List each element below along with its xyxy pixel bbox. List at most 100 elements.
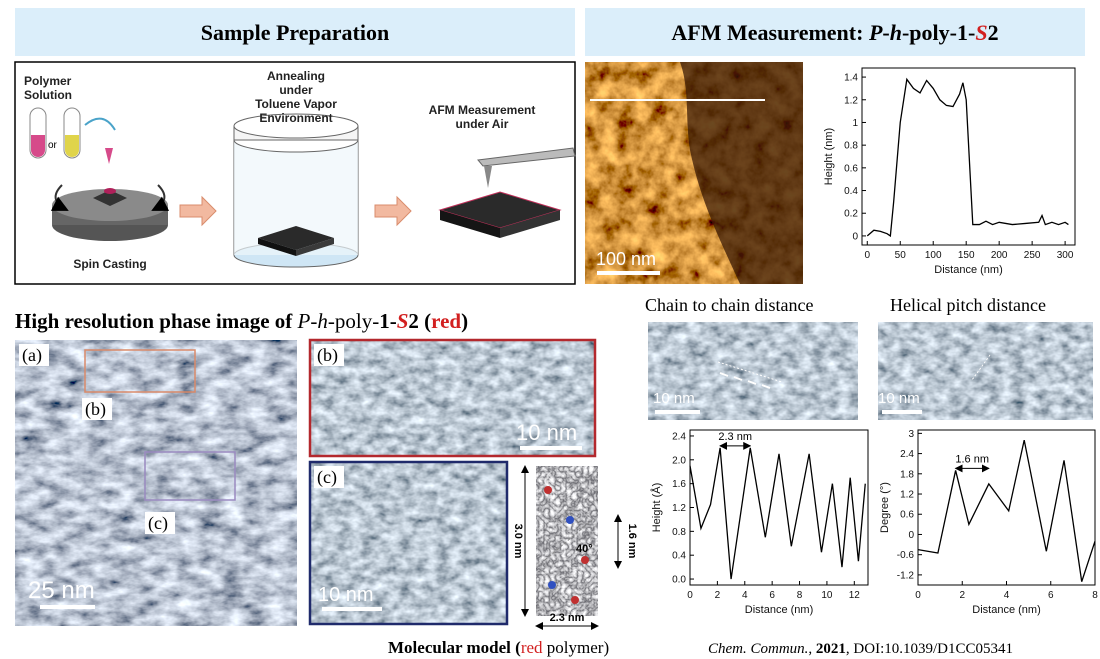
- page: {"sample_prep": {"title": "Sample Prepar…: [0, 0, 1100, 659]
- y-tick-label: 0.8: [672, 527, 686, 538]
- y-tick-label: 2.4: [900, 449, 914, 460]
- title-part: -poly-: [902, 20, 957, 45]
- y-tick-label: 1.8: [900, 469, 914, 480]
- y-tick-label: 2.4: [672, 431, 686, 442]
- title-part: 1: [379, 309, 390, 333]
- x-tick-label: 50: [895, 250, 907, 261]
- x-tick-label: 0: [864, 250, 870, 261]
- title-part: AFM Measurement:: [671, 20, 869, 45]
- scale-label: 100 nm: [596, 249, 656, 269]
- scale-label: 10 nm: [653, 390, 695, 407]
- x-tick-label: 2: [959, 590, 965, 601]
- y-axis-label: Height (nm): [823, 128, 835, 185]
- scale-label: 10 nm: [318, 584, 374, 606]
- title-part: -: [390, 309, 397, 333]
- molecular-model: [525, 466, 618, 626]
- header-title: AFM Measurement: P-h-poly-1-S2: [671, 20, 998, 45]
- section-title: Chain to chain distance: [645, 295, 813, 315]
- x-tick-label: 0: [915, 590, 921, 601]
- line-series: [867, 79, 1068, 236]
- x-tick-label: 10: [821, 590, 833, 601]
- annotation: 1.6 nm: [955, 453, 989, 465]
- y-tick-label: 0: [852, 231, 858, 242]
- line-series: [918, 440, 1095, 582]
- title-part: 2021: [816, 641, 846, 657]
- panel-label: (b): [317, 345, 338, 366]
- title-part: High resolution phase image of: [15, 309, 298, 333]
- x-tick-label: 6: [1048, 590, 1054, 601]
- x-tick-label: 8: [797, 590, 803, 601]
- x-tick-label: 6: [769, 590, 775, 601]
- x-tick-label: 2: [715, 590, 721, 601]
- x-tick-label: 200: [991, 250, 1008, 261]
- citation: Chem. Commun., 2021, DOI:10.1039/D1CC053…: [708, 641, 1013, 657]
- schematic-label: Annealing: [267, 69, 325, 83]
- panel-label: (b): [85, 399, 106, 420]
- schematic-label: Spin Casting: [73, 257, 146, 271]
- y-tick-label: 0.4: [672, 551, 686, 562]
- title-part: Molecular model (: [388, 638, 521, 657]
- scale-label: 25 nm: [28, 577, 95, 604]
- schematic-label: or: [48, 140, 58, 151]
- title-part: -: [310, 309, 317, 333]
- x-tick-label: 4: [742, 590, 748, 601]
- line-series: [690, 448, 865, 579]
- header-title: Sample Preparation: [201, 20, 389, 45]
- x-tick-label: 8: [1092, 590, 1098, 601]
- schematic-label: under Air: [456, 117, 509, 131]
- title-part: P: [297, 309, 311, 333]
- y-tick-label: 0.2: [844, 209, 858, 220]
- y-tick-label: 1.2: [844, 95, 858, 106]
- title-part: h: [317, 309, 328, 333]
- y-tick-label: -1.2: [897, 570, 915, 581]
- title-part: polymer): [543, 638, 610, 657]
- x-tick-label: 100: [925, 250, 942, 261]
- x-axis-label: Distance (nm): [745, 604, 813, 616]
- title-part: ): [461, 309, 468, 333]
- x-tick-label: 250: [1024, 250, 1041, 261]
- title-part: h: [890, 20, 902, 45]
- schematic-label: Environment: [259, 111, 332, 125]
- model-label: 3.0 nm: [512, 524, 524, 559]
- title-part: P: [868, 20, 883, 45]
- schematic-label: Solution: [24, 88, 72, 102]
- x-tick-label: 12: [849, 590, 861, 601]
- y-tick-label: 0.0: [672, 575, 686, 586]
- x-tick-label: 0: [687, 590, 693, 601]
- x-axis-label: Distance (nm): [972, 604, 1040, 616]
- y-axis-label: Degree (°): [879, 482, 891, 533]
- model-label: 1.6 nm: [626, 524, 638, 559]
- title-part: 2 (: [408, 309, 431, 333]
- caption: Molecular model (red polymer): [388, 638, 609, 657]
- title-part: , DOI:10.1039/D1CC05341: [846, 641, 1013, 657]
- y-tick-label: 1.6: [672, 479, 686, 490]
- y-tick-label: 0.4: [844, 186, 858, 197]
- panel-label: (a): [22, 345, 42, 366]
- schematic-label: Polymer: [24, 74, 72, 88]
- y-tick-label: 0: [908, 530, 914, 541]
- title-part: 1: [957, 20, 968, 45]
- y-tick-label: -0.6: [897, 550, 915, 561]
- scale-label: 10 nm: [516, 420, 577, 445]
- y-tick-label: 0.6: [844, 163, 858, 174]
- title-part: S: [975, 20, 987, 45]
- panel-label: (c): [317, 467, 337, 488]
- title-part: Chem. Commun.: [708, 641, 808, 657]
- y-tick-label: 0.8: [844, 141, 858, 152]
- y-tick-label: 1.2: [900, 490, 914, 501]
- annotation: 2.3 nm: [718, 431, 752, 443]
- y-tick-label: 0.6: [900, 510, 914, 521]
- panel-label: (c): [148, 513, 168, 534]
- y-tick-label: 1.2: [672, 503, 686, 514]
- title-part: ,: [808, 641, 816, 657]
- y-tick-label: 1: [852, 118, 858, 129]
- scale-label: 10 nm: [878, 390, 920, 407]
- y-tick-label: 2.0: [672, 455, 686, 466]
- title-part: S: [397, 309, 409, 333]
- model-label: 40°: [576, 543, 593, 555]
- title-part: 2: [988, 20, 999, 45]
- y-tick-label: 1.4: [844, 73, 858, 84]
- section-title: Helical pitch distance: [890, 295, 1046, 315]
- figure: Sample Preparation AFM Measurement: P-h-…: [0, 0, 1100, 659]
- schematic-label: Toluene Vapor: [255, 97, 337, 111]
